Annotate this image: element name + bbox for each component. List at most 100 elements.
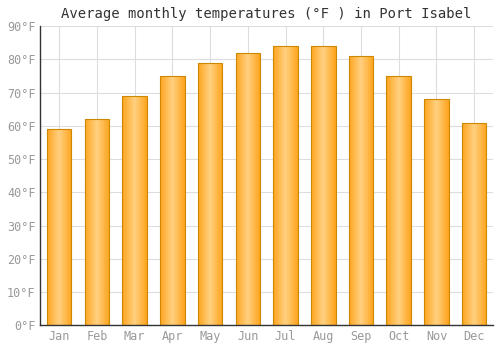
Bar: [47, 129, 48, 325]
Bar: [60, 129, 61, 325]
Bar: [389, 76, 390, 325]
Bar: [472, 122, 473, 325]
Bar: [239, 53, 240, 325]
Bar: [482, 122, 483, 325]
Bar: [478, 122, 479, 325]
Title: Average monthly temperatures (°F ) in Port Isabel: Average monthly temperatures (°F ) in Po…: [62, 7, 472, 21]
Bar: [205, 63, 206, 325]
Bar: [214, 63, 215, 325]
Bar: [283, 46, 284, 325]
Bar: [98, 119, 100, 325]
Bar: [276, 46, 277, 325]
Bar: [320, 46, 321, 325]
Bar: [408, 76, 409, 325]
Bar: [53, 129, 54, 325]
Bar: [329, 46, 330, 325]
Bar: [55, 129, 56, 325]
Bar: [165, 76, 166, 325]
Bar: [139, 96, 140, 325]
Bar: [61, 129, 62, 325]
Bar: [247, 53, 248, 325]
Bar: [468, 122, 469, 325]
Bar: [52, 129, 53, 325]
Bar: [287, 46, 288, 325]
Bar: [395, 76, 396, 325]
Bar: [286, 46, 287, 325]
Bar: [160, 76, 162, 325]
Bar: [182, 76, 183, 325]
Bar: [443, 99, 444, 325]
Bar: [289, 46, 290, 325]
Bar: [132, 96, 133, 325]
Bar: [245, 53, 246, 325]
Bar: [252, 53, 254, 325]
Bar: [390, 76, 391, 325]
Bar: [136, 96, 137, 325]
Bar: [129, 96, 130, 325]
Bar: [106, 119, 108, 325]
Bar: [432, 99, 433, 325]
Bar: [200, 63, 201, 325]
Bar: [393, 76, 394, 325]
Bar: [174, 76, 175, 325]
Bar: [70, 129, 71, 325]
Bar: [353, 56, 354, 325]
Bar: [387, 76, 388, 325]
Bar: [209, 63, 210, 325]
Bar: [476, 122, 478, 325]
Bar: [102, 119, 103, 325]
Bar: [84, 119, 109, 325]
Bar: [324, 46, 325, 325]
Bar: [279, 46, 280, 325]
Bar: [62, 129, 63, 325]
Bar: [334, 46, 335, 325]
Bar: [372, 56, 374, 325]
Bar: [481, 122, 482, 325]
Bar: [138, 96, 139, 325]
Bar: [462, 122, 486, 325]
Bar: [173, 76, 174, 325]
Bar: [92, 119, 93, 325]
Bar: [246, 53, 247, 325]
Bar: [293, 46, 294, 325]
Bar: [144, 96, 145, 325]
Bar: [369, 56, 370, 325]
Bar: [361, 56, 362, 325]
Bar: [258, 53, 259, 325]
Bar: [47, 129, 72, 325]
Bar: [470, 122, 471, 325]
Bar: [248, 53, 249, 325]
Bar: [424, 99, 448, 325]
Bar: [257, 53, 258, 325]
Bar: [51, 129, 52, 325]
Bar: [251, 53, 252, 325]
Bar: [351, 56, 352, 325]
Bar: [100, 119, 101, 325]
Bar: [326, 46, 327, 325]
Bar: [442, 99, 443, 325]
Bar: [218, 63, 220, 325]
Bar: [122, 96, 147, 325]
Bar: [426, 99, 428, 325]
Bar: [241, 53, 242, 325]
Bar: [259, 53, 260, 325]
Bar: [480, 122, 481, 325]
Bar: [96, 119, 97, 325]
Bar: [388, 76, 389, 325]
Bar: [406, 76, 408, 325]
Bar: [108, 119, 109, 325]
Bar: [236, 53, 237, 325]
Bar: [97, 119, 98, 325]
Bar: [256, 53, 257, 325]
Bar: [444, 99, 445, 325]
Bar: [170, 76, 171, 325]
Bar: [90, 119, 91, 325]
Bar: [125, 96, 126, 325]
Bar: [237, 53, 238, 325]
Bar: [282, 46, 283, 325]
Bar: [473, 122, 474, 325]
Bar: [212, 63, 213, 325]
Bar: [198, 63, 199, 325]
Bar: [321, 46, 322, 325]
Bar: [66, 129, 67, 325]
